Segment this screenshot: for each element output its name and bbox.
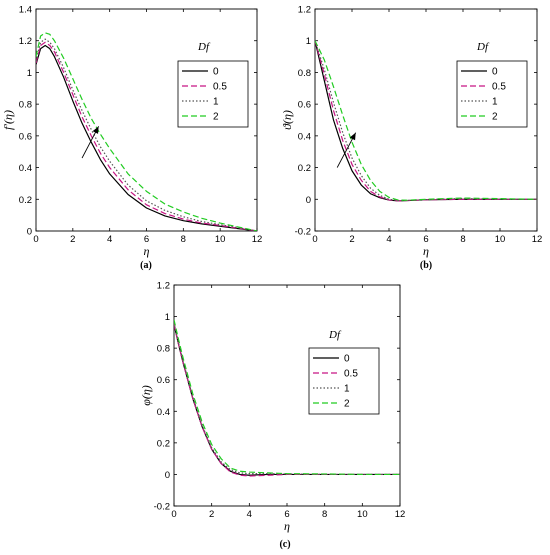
y-axis-label: f′(η) (1, 110, 15, 130)
y-tick-label: 0.6 (157, 375, 170, 386)
panel-caption: (a) (140, 260, 152, 271)
trend-arrow-head (92, 126, 99, 134)
y-tick-label: -0.2 (295, 227, 311, 238)
x-tick-label: 2 (70, 234, 75, 245)
x-tick-label: 8 (460, 234, 465, 245)
x-tick-label: 12 (532, 234, 543, 245)
x-tick-label: 12 (252, 234, 263, 245)
y-tick-label: 0.2 (19, 195, 32, 206)
y-tick-label: 0.4 (157, 407, 170, 418)
panel-caption: (b) (420, 260, 432, 271)
chart-panel-1: 0 2 4 6 8 10 1200.20.40.60.811.21.4ηf′(η)Df00.… (1, 5, 262, 272)
x-tick-label: 10 (495, 234, 506, 245)
legend-box (177, 60, 249, 128)
y-tick-label: 1.2 (19, 36, 32, 47)
x-axis-label: η (423, 244, 429, 258)
series-line-df-2 (174, 319, 400, 476)
series-group (174, 319, 400, 477)
x-tick-label: 0 (171, 509, 176, 520)
series-line-df-1 (36, 38, 257, 231)
y-tick-label: 0.6 (19, 131, 32, 142)
series-line-df-0.5 (36, 41, 257, 231)
y-axis-label: φ(η) (139, 385, 153, 406)
legend-box (308, 347, 380, 415)
trend-arrow-head (349, 132, 356, 141)
y-tick-label: 0.6 (298, 100, 311, 111)
x-tick-label: 6 (284, 509, 289, 520)
x-tick-label: 2 (209, 509, 214, 520)
legend-entry-label: 1 (492, 97, 498, 108)
legend-entry-label: 0 (344, 354, 350, 365)
x-tick-label: 4 (107, 234, 112, 245)
y-tick-label: 0.4 (298, 131, 311, 142)
y-tick-label: 0.2 (157, 438, 170, 449)
y-tick-label: 0.4 (19, 163, 32, 174)
x-tick-label: 0 (312, 234, 317, 245)
legend-title: Df (197, 41, 211, 53)
y-tick-label: 0.8 (19, 100, 32, 111)
legend-entry-label: 2 (213, 112, 219, 123)
x-tick-label: 4 (247, 509, 252, 520)
legend-title: Df (328, 329, 342, 341)
legend-title: Df (476, 41, 490, 53)
x-axis-label: η (144, 244, 150, 258)
y-axis-label: ϑ(η) (280, 110, 294, 130)
y-tick-label: -0.2 (154, 502, 170, 513)
y-tick-label: 0.2 (298, 163, 311, 174)
series-line-df-2 (315, 40, 537, 201)
x-tick-label: 2 (349, 234, 354, 245)
y-tick-label: 0.8 (157, 344, 170, 355)
y-tick-label: 1.2 (298, 5, 311, 16)
legend-entry-label: 2 (492, 112, 498, 123)
series-line-df-2 (36, 32, 257, 231)
y-tick-label: 0.8 (298, 68, 311, 79)
x-tick-label: 12 (395, 509, 406, 520)
y-tick-label: 1.2 (157, 281, 170, 292)
y-tick-label: 1 (27, 68, 32, 79)
y-tick-label: 1.4 (19, 5, 32, 16)
series-group (36, 32, 257, 231)
x-tick-label: 10 (215, 234, 226, 245)
x-tick-label: 6 (144, 234, 149, 245)
legend-entry-label: 0 (492, 67, 498, 78)
x-tick-label: 6 (423, 234, 428, 245)
legend-entry-label: 0 (213, 67, 219, 78)
legend-entry-label: 0.5 (344, 369, 358, 380)
y-tick-label: 0 (27, 227, 32, 238)
x-tick-label: 0 (33, 234, 38, 245)
legend-entry-label: 1 (344, 384, 350, 395)
legend-entry-label: 0.5 (492, 82, 506, 93)
x-tick-label: 10 (357, 509, 368, 520)
x-axis-label: η (284, 519, 290, 533)
y-tick-label: 0 (306, 195, 311, 206)
x-tick-label: 4 (386, 234, 391, 245)
legend-entry-label: 1 (213, 97, 219, 108)
chart-panel-2: 0 2 4 6 8 10 12-0.200.20.40.60.811.2ηϑ(η)Df00.… (280, 5, 542, 272)
y-tick-label: 1 (165, 312, 170, 323)
panel-caption: (c) (279, 539, 290, 550)
series-line-df-0 (36, 44, 257, 231)
series-group (315, 40, 537, 202)
chart-panel-3: 0 2 4 6 8 10 12-0.200.20.40.60.811.2ηφ(η)Df00.… (139, 281, 405, 551)
x-tick-label: 8 (322, 509, 327, 520)
x-tick-label: 8 (181, 234, 186, 245)
legend-box (456, 60, 528, 128)
y-tick-label: 1 (306, 36, 311, 47)
y-tick-label: 0 (165, 470, 170, 481)
legend-entry-label: 0.5 (213, 82, 227, 93)
legend-entry-label: 2 (344, 399, 350, 410)
